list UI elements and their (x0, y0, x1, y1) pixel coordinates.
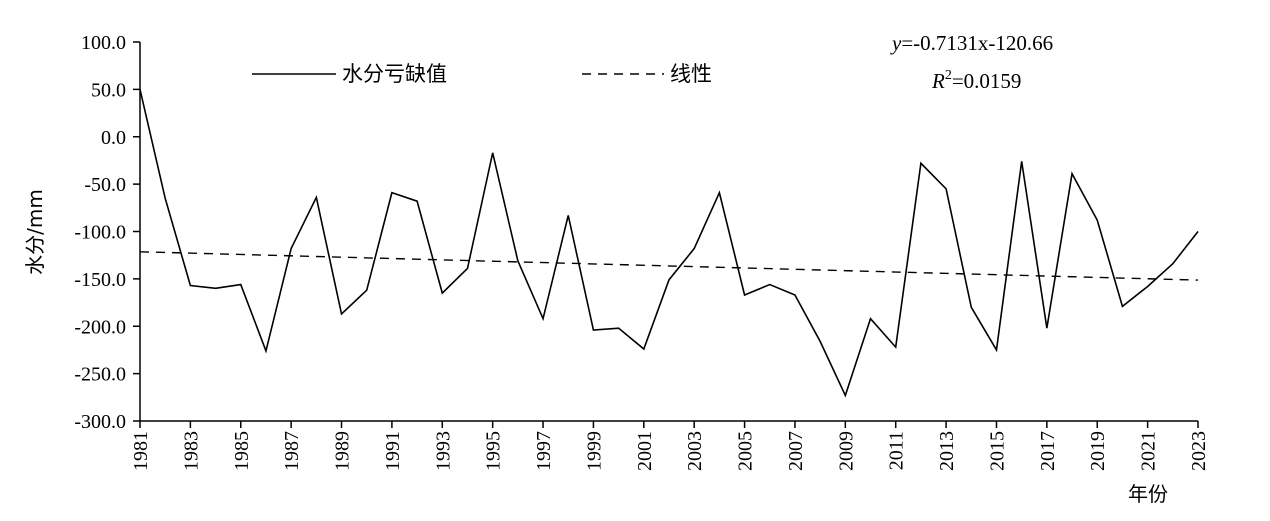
x-tick-label: 2009 (835, 431, 857, 471)
x-tick-label: 2001 (634, 431, 656, 471)
x-tick-label: 2011 (886, 431, 908, 470)
y-tick-label: -50.0 (84, 174, 126, 196)
x-tick-label: 2017 (1037, 431, 1059, 471)
legend: 水分亏缺值 线性 (252, 62, 712, 86)
r-symbol: R (931, 69, 945, 93)
x-tick-label: 1989 (332, 431, 354, 471)
y-tick-label: -200.0 (74, 316, 126, 338)
x-tick-label: 2019 (1087, 431, 1109, 471)
equation-body: =-0.7131x-120.66 (901, 31, 1053, 55)
x-tick-label: 1991 (382, 431, 404, 471)
x-tick-label: 1981 (130, 431, 152, 471)
x-tick-label: 2021 (1138, 431, 1160, 471)
y-tick-label: -100.0 (74, 222, 126, 244)
y-tick-label: -250.0 (74, 364, 126, 386)
x-tick-label: 1995 (483, 431, 505, 471)
r-value: =0.0159 (952, 69, 1022, 93)
x-tick-label: 2007 (785, 431, 807, 471)
r-superscript: 2 (945, 68, 952, 83)
x-tick-label: 2003 (684, 431, 706, 471)
x-tick-label: 1993 (432, 431, 454, 471)
series-group (139, 89, 1199, 398)
trend-equation: y=-0.7131x-120.66 R2=0.0159 (890, 31, 1053, 93)
legend-label-linear: 线性 (670, 62, 712, 86)
equation-line: y=-0.7131x-120.66 (890, 31, 1053, 55)
x-axis: 1981 1983 1985 1987 1989 1991 1993 1995 1997 1999… (130, 420, 1210, 471)
x-tick-label: 1983 (180, 431, 202, 471)
y-tick-label: 50.0 (91, 79, 126, 101)
y-tick-label: 100.0 (81, 32, 126, 54)
legend-label-deficit: 水分亏缺值 (342, 62, 447, 86)
x-tick-label: 1999 (583, 431, 605, 471)
r-squared-line: R2=0.0159 (931, 68, 1021, 93)
y-tick-label: 0.0 (101, 127, 126, 149)
x-tick-label: 2013 (936, 431, 958, 471)
equation-y: y (890, 31, 902, 55)
x-tick-label: 2023 (1188, 431, 1210, 471)
series-line-linear-trend (139, 251, 1199, 281)
x-tick-label: 1985 (231, 431, 253, 471)
y-tick-label: -300.0 (74, 411, 126, 433)
x-tick-label: 2005 (735, 431, 757, 471)
x-tick-label: 1997 (533, 431, 555, 471)
series-line-deficit (139, 89, 1199, 398)
x-tick-label: 2015 (986, 431, 1008, 471)
y-axis-title: 水分/mm (23, 189, 47, 275)
y-axis: 100.0 50.0 0.0 -50.0 -100.0 -150.0 -200.0 -250.… (74, 32, 141, 433)
x-tick-label: 1987 (281, 431, 303, 471)
y-tick-label: -150.0 (74, 269, 126, 291)
x-axis-title: 年份 (1128, 482, 1168, 506)
